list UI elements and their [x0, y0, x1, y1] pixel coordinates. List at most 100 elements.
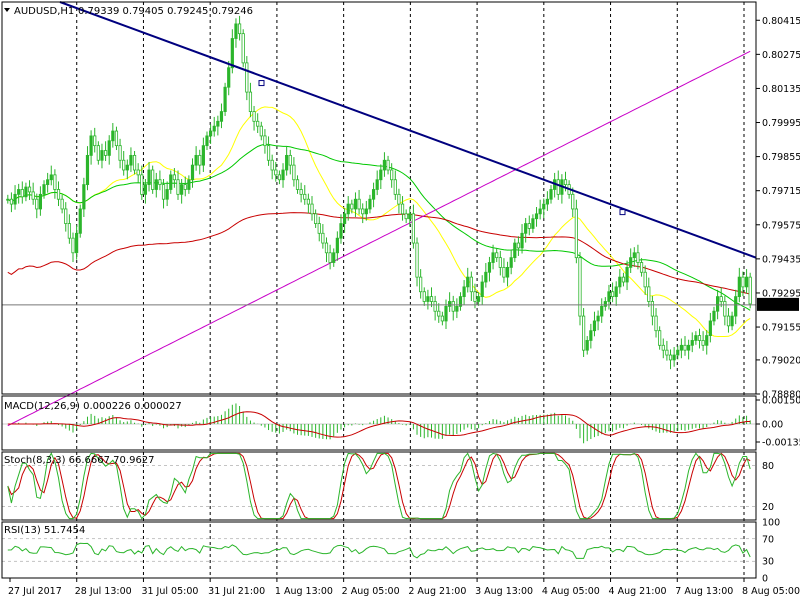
price-tick-label: 0.80275 — [762, 50, 800, 61]
candle-body — [654, 315, 658, 332]
candle-body — [415, 242, 419, 278]
candle-body — [589, 330, 593, 341]
candle-body — [585, 340, 589, 351]
candle-body — [140, 174, 144, 195]
candle-body — [310, 203, 314, 215]
candle-body — [147, 169, 151, 186]
candle-body — [379, 169, 383, 181]
price-tick-label: 0.78880 — [762, 390, 800, 401]
candle-body — [194, 154, 198, 166]
candle-body — [248, 91, 253, 112]
candle-body — [129, 154, 133, 166]
candle-body — [292, 164, 296, 181]
candle-body — [730, 315, 734, 327]
candle-body — [314, 213, 318, 224]
candle-body — [473, 291, 477, 302]
candle-body — [531, 218, 535, 229]
candle-body — [484, 271, 488, 283]
candle-body — [563, 179, 568, 186]
candle-body — [241, 33, 245, 64]
ma-long-line — [7, 50, 751, 427]
candle-body — [93, 135, 97, 147]
macd-tick-label: -0.001351 — [762, 438, 800, 449]
labels-layer: AUDUSD,H1 0.79339 0.79405 0.79245 0.7924… — [4, 6, 253, 536]
rsi-line — [7, 542, 751, 559]
price-tick-label: 0.79435 — [762, 254, 800, 265]
time-tick-label: 27 Jul 2017 — [8, 586, 62, 597]
candle-body — [505, 266, 510, 278]
candle-body — [209, 130, 213, 137]
candle-body — [111, 130, 115, 142]
candle-body — [259, 125, 263, 137]
candle-body — [708, 320, 712, 336]
candle-body — [520, 232, 524, 249]
candle-body — [53, 174, 57, 190]
candle-body — [524, 223, 528, 234]
candle-body — [404, 213, 408, 220]
candle-body — [35, 198, 39, 210]
candle-body — [13, 193, 17, 205]
candle-body — [285, 154, 289, 171]
candle-body — [371, 189, 376, 200]
candle-body — [719, 296, 723, 302]
price-tick-label: 0.79155 — [762, 323, 800, 334]
dropdown-triangle-icon — [4, 8, 10, 12]
candle-body — [180, 184, 184, 195]
time-tick-label: 7 Aug 13:00 — [675, 586, 733, 597]
grid-layer — [76, 2, 745, 578]
candle-body — [136, 169, 140, 176]
candle-body — [466, 276, 470, 288]
candle-body — [60, 198, 64, 210]
candle-body — [534, 213, 539, 220]
ma-slow-line — [7, 212, 751, 295]
candle-body — [71, 237, 75, 254]
candle-body — [237, 23, 242, 35]
candle-body — [650, 301, 655, 317]
candle-body — [451, 301, 455, 312]
candle-body — [256, 120, 260, 127]
candle-body — [683, 344, 687, 351]
candle-body — [737, 276, 741, 298]
pane-frame — [1, 395, 757, 451]
candle-body — [393, 179, 397, 195]
candle-body — [668, 354, 673, 361]
price-tick-label: 0.79295 — [762, 288, 800, 299]
candle-body — [636, 252, 640, 263]
candle-body — [538, 208, 542, 215]
candle-body — [614, 286, 618, 298]
candle-body — [571, 193, 575, 210]
candle-body — [625, 266, 629, 283]
candle-body — [734, 296, 738, 317]
candle-body — [114, 130, 119, 147]
candle-body — [748, 276, 752, 305]
macd-label: MACD(12,26,9) 0.000226 0.000027 — [4, 401, 182, 412]
time-tick-label: 28 Jul 13:00 — [75, 586, 132, 597]
ma-medium-line — [7, 143, 751, 311]
candle-body — [578, 257, 582, 317]
candle-body — [38, 193, 43, 210]
macd-tick-label: 0.00 — [762, 420, 783, 431]
candle-body — [56, 189, 61, 200]
price-tick-label: 0.80415 — [762, 16, 800, 27]
time-tick-label: 2 Aug 05:00 — [342, 586, 400, 597]
candle-body — [100, 150, 104, 161]
time-tick-label: 4 Aug 05:00 — [542, 586, 600, 597]
candle-body — [610, 291, 615, 298]
candle-body — [154, 179, 158, 190]
stoch-tick-label: 20 — [762, 502, 774, 513]
candle-body — [723, 301, 727, 317]
candle-body — [270, 159, 274, 171]
candle-body — [741, 276, 745, 288]
candle-body — [386, 159, 390, 171]
candle-body — [701, 340, 705, 346]
candle-body — [411, 213, 416, 244]
macd-tick-label: 0.001504 — [762, 396, 800, 407]
candle-body — [332, 252, 336, 263]
candle-body — [132, 154, 137, 171]
pane-frame — [1, 1, 757, 395]
candle-body — [212, 125, 216, 132]
candle-body — [705, 335, 709, 346]
candle-body — [502, 266, 506, 278]
candle-body — [64, 208, 68, 224]
candle-body — [27, 186, 32, 193]
